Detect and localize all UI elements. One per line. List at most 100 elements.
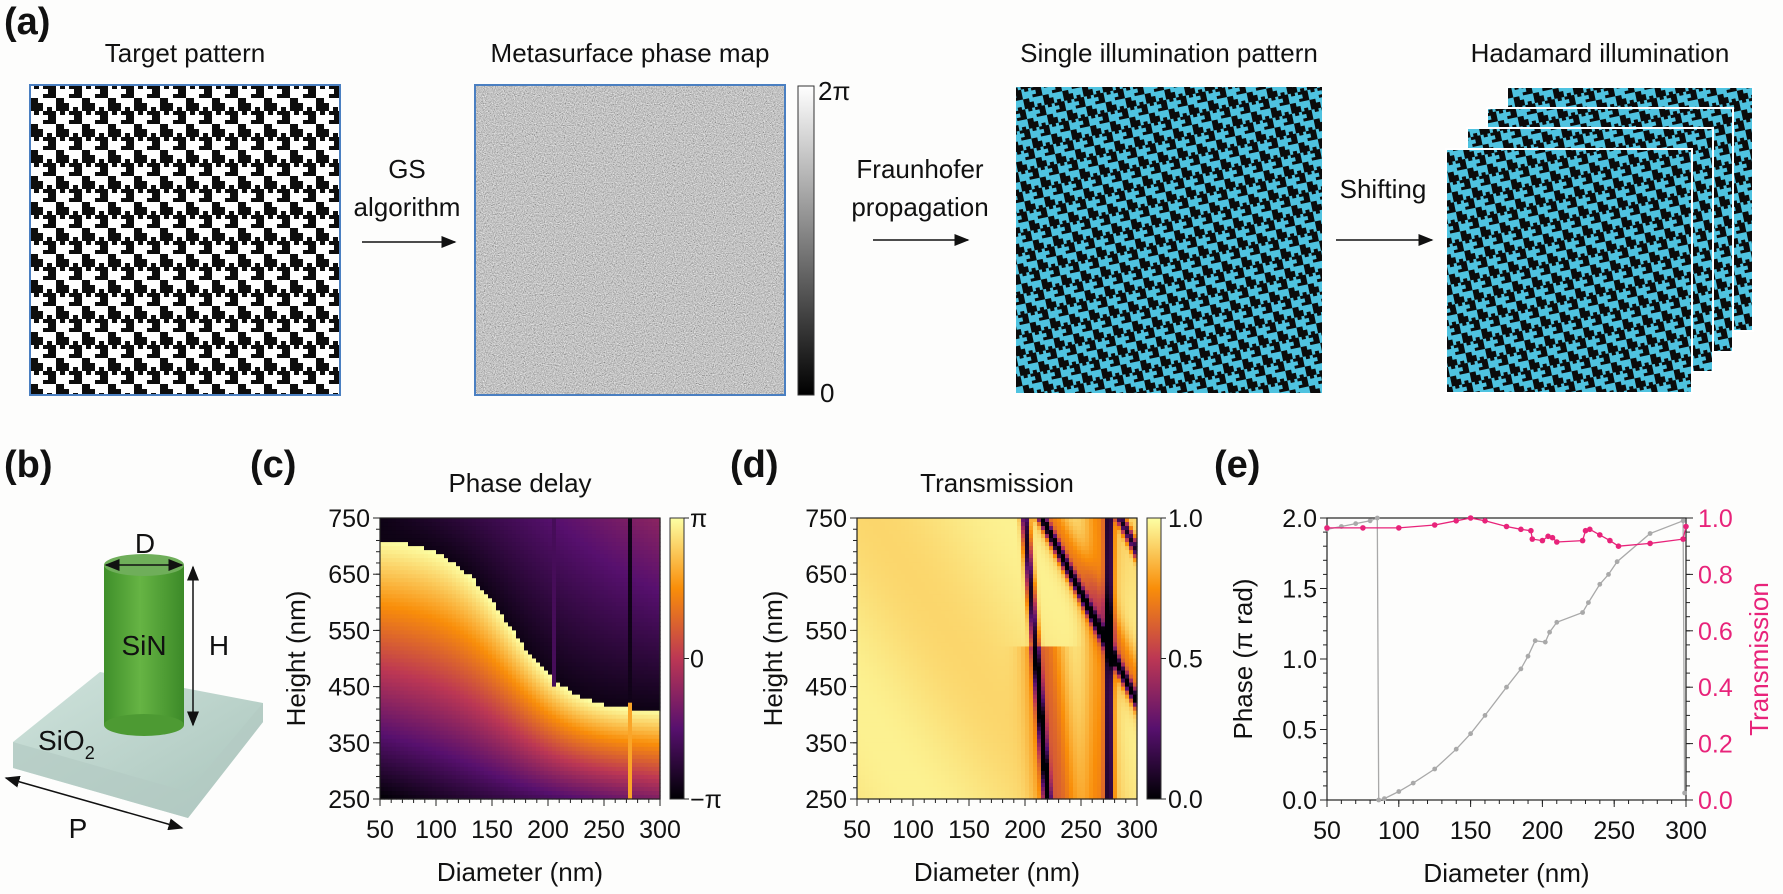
heatmap-cell	[472, 702, 477, 708]
heatmap-cell	[500, 742, 505, 748]
heatmap-cell	[496, 526, 501, 531]
heatmap-cell	[580, 530, 585, 535]
heatmap-cell	[512, 626, 517, 631]
heatmap-cell	[576, 734, 581, 740]
heatmap-cell	[400, 730, 405, 736]
heatmap-cell	[520, 662, 525, 668]
heatmap-cell	[640, 714, 645, 720]
heatmap-cell	[644, 734, 649, 740]
heatmap-cell	[480, 538, 485, 543]
heatmap-cell	[464, 550, 469, 555]
heatmap-cell	[600, 742, 605, 748]
heatmap-cell	[576, 750, 581, 756]
heatmap-cell	[484, 558, 489, 563]
heatmap-cell	[552, 530, 557, 535]
heatmap-cell	[516, 562, 521, 567]
heatmap-cell	[532, 662, 537, 668]
heatmap-cell	[616, 682, 621, 688]
heatmap-cell	[656, 610, 661, 615]
heatmap-cell	[568, 566, 573, 571]
heatmap-cell	[612, 778, 617, 784]
heatmap-cell	[612, 658, 617, 664]
heatmap-cell	[468, 674, 473, 680]
heatmap-cell	[532, 550, 537, 555]
heatmap-cell	[432, 670, 437, 676]
heatmap-cell	[588, 766, 593, 772]
heatmap-cell	[548, 702, 553, 708]
heatmap-cell	[456, 682, 461, 688]
heatmap-cell	[400, 554, 405, 559]
heatmap-cell	[440, 602, 445, 607]
heatmap-cell	[424, 690, 429, 696]
heatmap-cell	[468, 666, 473, 672]
heatmap-cell	[496, 522, 501, 527]
heatmap-cell	[632, 586, 637, 591]
heatmap-cell	[528, 790, 533, 796]
heatmap-cell	[616, 670, 621, 676]
heatmap-cell	[608, 522, 613, 527]
heatmap-cell	[644, 710, 649, 716]
heatmap-cell	[532, 578, 537, 583]
heatmap-cell	[628, 730, 633, 736]
heatmap-cell	[520, 518, 525, 523]
heatmap-cell	[648, 722, 653, 728]
heatmap-cell	[556, 694, 561, 700]
heatmap-cell	[552, 582, 557, 587]
heatmap-cell	[648, 694, 653, 700]
heatmap-cell	[620, 746, 625, 752]
heatmap-cell	[572, 650, 577, 656]
heatmap-cell	[564, 754, 569, 760]
heatmap-cell	[384, 634, 389, 640]
heatmap-cell	[408, 518, 413, 523]
heatmap-cell	[484, 674, 489, 680]
heatmap-cell	[636, 646, 641, 652]
title-hadamard-illumination: Hadamard illumination	[1471, 38, 1730, 68]
heatmap-cell	[568, 538, 573, 543]
heatmap-cell	[492, 746, 497, 752]
heatmap-cell	[612, 770, 617, 776]
heatmap-cell	[560, 658, 565, 664]
heatmap-cell	[432, 682, 437, 688]
heatmap-cell	[532, 682, 537, 688]
heatmap-cell	[420, 538, 425, 543]
heatmap-cell	[388, 782, 393, 788]
heatmap-cell	[588, 526, 593, 531]
heatmap-cell	[468, 542, 473, 547]
heatmap-cell	[484, 662, 489, 668]
heatmap-cell	[504, 754, 509, 760]
heatmap-cell	[528, 726, 533, 732]
heatmap-cell	[544, 770, 549, 776]
substrate-side	[13, 703, 263, 818]
heatmap-cell	[480, 702, 485, 708]
heatmap-cell	[568, 550, 573, 555]
heatmap-cell	[624, 730, 629, 736]
heatmap-cell	[584, 598, 589, 603]
heatmap-cell	[400, 666, 405, 672]
heatmap-cell	[468, 698, 473, 704]
heatmap-cell	[628, 630, 633, 636]
heatmap-cell	[532, 714, 537, 720]
heatmap-cell	[488, 642, 493, 648]
heatmap-cell	[412, 618, 417, 623]
heatmap-cell	[532, 730, 537, 736]
heatmap-cell	[616, 634, 621, 640]
heatmap-cell	[448, 566, 453, 571]
heatmap-cell	[488, 554, 493, 559]
heatmap-cell	[480, 710, 485, 716]
heatmap-cell	[416, 706, 421, 712]
heatmap-cell	[568, 690, 573, 696]
heatmap-cell	[572, 522, 577, 527]
heatmap-cell	[472, 642, 477, 648]
heatmap-cell	[452, 742, 457, 748]
heatmap-cell	[484, 522, 489, 527]
heatmap-cell	[564, 554, 569, 559]
heatmap-cell	[536, 518, 541, 523]
heatmap-cell	[436, 694, 441, 700]
heatmap-cell	[536, 566, 541, 571]
heatmap-cell	[648, 614, 653, 619]
heatmap-cell	[380, 562, 385, 567]
heatmap-cell	[484, 654, 489, 660]
heatmap-cell	[640, 606, 645, 611]
heatmap-cell	[516, 598, 521, 603]
heatmap-cell	[492, 530, 497, 535]
